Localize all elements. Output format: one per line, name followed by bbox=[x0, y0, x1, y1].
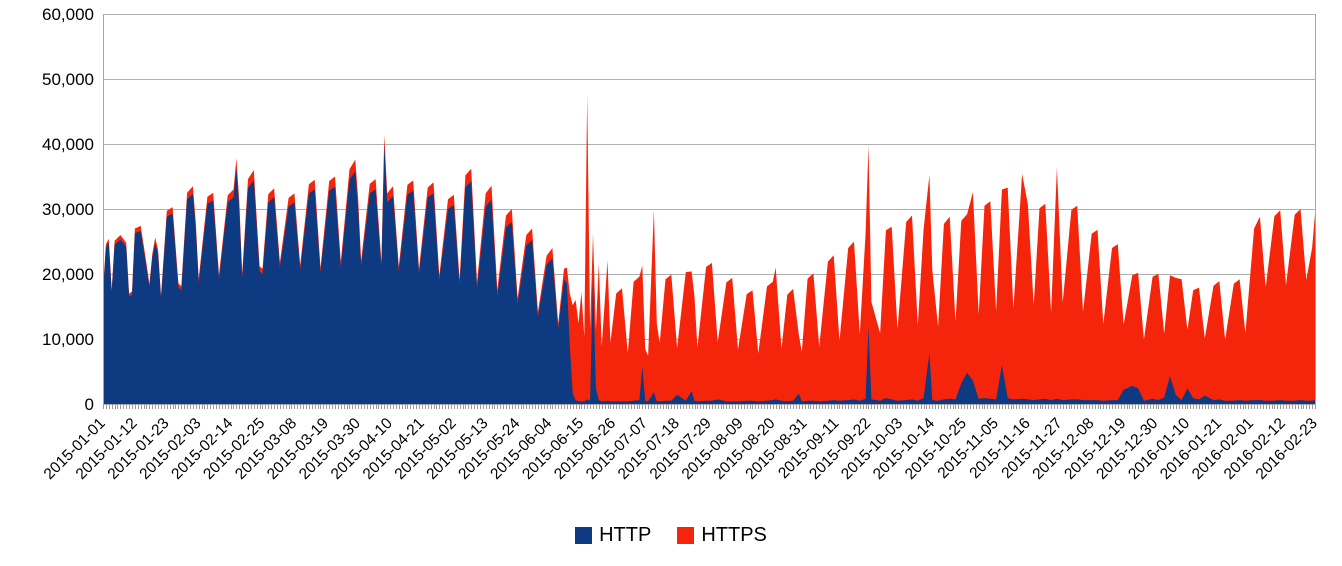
legend-item-http: HTTP bbox=[575, 524, 651, 547]
svg-text:30,000: 30,000 bbox=[42, 200, 94, 219]
legend-item-https: HTTPS bbox=[677, 524, 767, 547]
http-series-swatch bbox=[575, 527, 593, 544]
svg-text:60,000: 60,000 bbox=[42, 5, 94, 24]
http-area-series bbox=[103, 145, 1315, 405]
y-axis-labels: 0 10,000 20,000 30,000 40,000 50,000 60,000 bbox=[42, 5, 94, 414]
http-legend-label: HTTP bbox=[599, 524, 652, 546]
x-axis-minor-ticks bbox=[103, 404, 1316, 409]
svg-text:50,000: 50,000 bbox=[42, 70, 94, 89]
chart-legend: HTTP HTTPS bbox=[0, 524, 1342, 547]
x-axis-labels: 2015-01-012015-01-122015-01-232015-02-03… bbox=[41, 415, 1321, 483]
https-legend-label: HTTPS bbox=[701, 524, 767, 546]
axis-lines bbox=[103, 14, 1316, 404]
svg-text:20,000: 20,000 bbox=[42, 265, 94, 284]
https-series-swatch bbox=[677, 527, 695, 544]
svg-text:0: 0 bbox=[85, 395, 94, 414]
svg-text:10,000: 10,000 bbox=[42, 330, 94, 349]
svg-text:40,000: 40,000 bbox=[42, 135, 94, 154]
